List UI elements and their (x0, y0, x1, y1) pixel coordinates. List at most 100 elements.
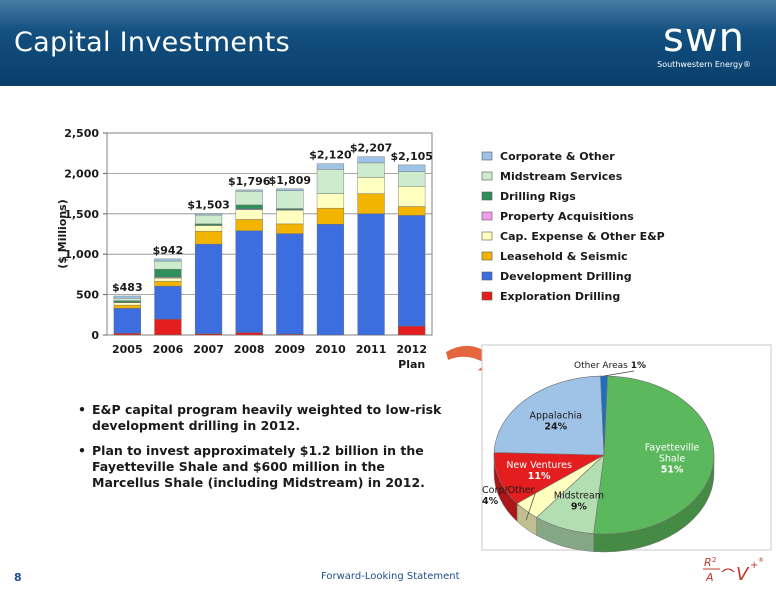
bar-segment (113, 298, 141, 301)
bar-segment (398, 325, 426, 336)
bar-segment (357, 213, 385, 336)
bar-segment (235, 204, 263, 210)
bar-segment (235, 219, 263, 231)
bar-total-label: $1,809 (269, 174, 311, 187)
x-tick-label: 2010 (315, 343, 346, 356)
x-tick-sublabel: Plan (398, 358, 425, 371)
forward-looking-statement-link[interactable]: Forward-Looking Statement (321, 571, 460, 582)
x-tick-label: 2011 (356, 343, 387, 356)
bar-segment (398, 215, 426, 327)
bar-segment (194, 213, 223, 216)
legend-label: Cap. Expense & Other E&P (500, 230, 665, 243)
page-number: 8 (14, 571, 22, 584)
bar-total-label: $1,503 (187, 199, 229, 212)
header-banner: Capital Investments swn Southwestern Ene… (0, 0, 776, 86)
bar-segment (194, 230, 223, 245)
r2-av-plus-logo-icon: R 2 A V + ® (703, 556, 764, 585)
legend-swatch (481, 271, 493, 281)
bar-segment (398, 186, 426, 207)
bar-segment (154, 319, 182, 336)
legend-label: Exploration Drilling (500, 290, 620, 303)
y-tick-label: 2,000 (64, 167, 99, 180)
bar-segment (154, 268, 182, 278)
legend-label: Development Drilling (500, 270, 632, 283)
legend-label: Leasehold & Seismic (500, 250, 628, 263)
bar-total-label: $2,120 (309, 149, 352, 162)
bar-segment (235, 332, 263, 336)
bar-total-label: $942 (153, 244, 184, 257)
bar-segment (235, 209, 263, 220)
bar-segment (113, 304, 141, 309)
legend-swatch (481, 211, 493, 221)
bar-segment (154, 281, 182, 287)
y-tick-label: 500 (76, 289, 99, 302)
legend-swatch (481, 291, 493, 301)
bar-segment (276, 188, 304, 191)
bar-segment (154, 260, 182, 270)
bar-segment (316, 193, 345, 209)
y-tick-label: 2,500 (64, 127, 99, 140)
legend-swatch (481, 191, 493, 201)
bar-segment (276, 223, 304, 234)
y-tick-label: 1,000 (64, 248, 99, 261)
bar-segment (398, 171, 426, 187)
bar-segment (276, 233, 304, 335)
bar-segment (316, 224, 345, 336)
bar-segment (113, 302, 141, 306)
legend-label: Midstream Services (500, 170, 623, 183)
x-tick-label: 2006 (153, 343, 184, 356)
bar-segment (398, 164, 426, 172)
x-tick-label: 2012 (396, 343, 427, 356)
y-tick-label: 0 (91, 329, 99, 342)
bar-segment (235, 190, 263, 206)
bar-segment (154, 285, 182, 320)
page-title: Capital Investments (14, 27, 290, 58)
curved-arrow-icon (446, 345, 502, 375)
company-logo: swn Southwestern Energy® (644, 18, 764, 69)
svg-text:V: V (736, 564, 750, 585)
bar-segment (357, 156, 385, 164)
bar-total-label: $1,796 (228, 175, 271, 188)
svg-text:+: + (750, 560, 758, 571)
bar-segment (113, 295, 141, 299)
bar-segment (316, 169, 345, 194)
x-tick-label: 2008 (234, 343, 265, 356)
bar-segment (316, 163, 345, 170)
bar-total-label: $2,207 (350, 142, 392, 155)
bar-segment (357, 177, 385, 194)
bar-total-label: $2,105 (390, 150, 432, 163)
bar-segment (194, 243, 223, 334)
x-tick-label: 2007 (193, 343, 224, 356)
legend-swatch (481, 171, 493, 181)
bar-total-label: $483 (112, 281, 143, 294)
x-tick-label: 2005 (112, 343, 143, 356)
svg-text:2: 2 (712, 556, 716, 564)
bar-segment (113, 308, 141, 334)
legend-swatch (481, 151, 493, 161)
bar-segment (357, 162, 385, 178)
legend-label: Drilling Rigs (500, 190, 576, 203)
bar-segment (276, 209, 304, 225)
bar-segment (194, 225, 223, 232)
header-shine (0, 0, 776, 30)
svg-text:A: A (705, 571, 714, 584)
bar-segment (357, 193, 385, 215)
bar-segment (235, 189, 263, 192)
bar-segment (154, 277, 182, 282)
legend-label: Property Acquisitions (500, 210, 634, 223)
bullet-item: E&P capital program heavily weighted to … (78, 402, 448, 434)
bar-segment (316, 207, 345, 225)
y-tick-label: 1,500 (64, 208, 99, 221)
bar-segment (113, 300, 141, 303)
bar-segment (113, 333, 141, 336)
bar-segment (276, 190, 304, 209)
svg-text:®: ® (758, 557, 764, 564)
bar-segment (194, 214, 223, 225)
legend-swatch (481, 231, 493, 241)
bar-segment (154, 258, 182, 262)
logo-subtitle: Southwestern Energy® (657, 60, 751, 69)
bar-segment (235, 230, 263, 333)
logo-mark: swn (663, 15, 745, 61)
svg-text:R: R (704, 556, 712, 569)
y-axis-label: ($ Millions) (56, 199, 69, 269)
